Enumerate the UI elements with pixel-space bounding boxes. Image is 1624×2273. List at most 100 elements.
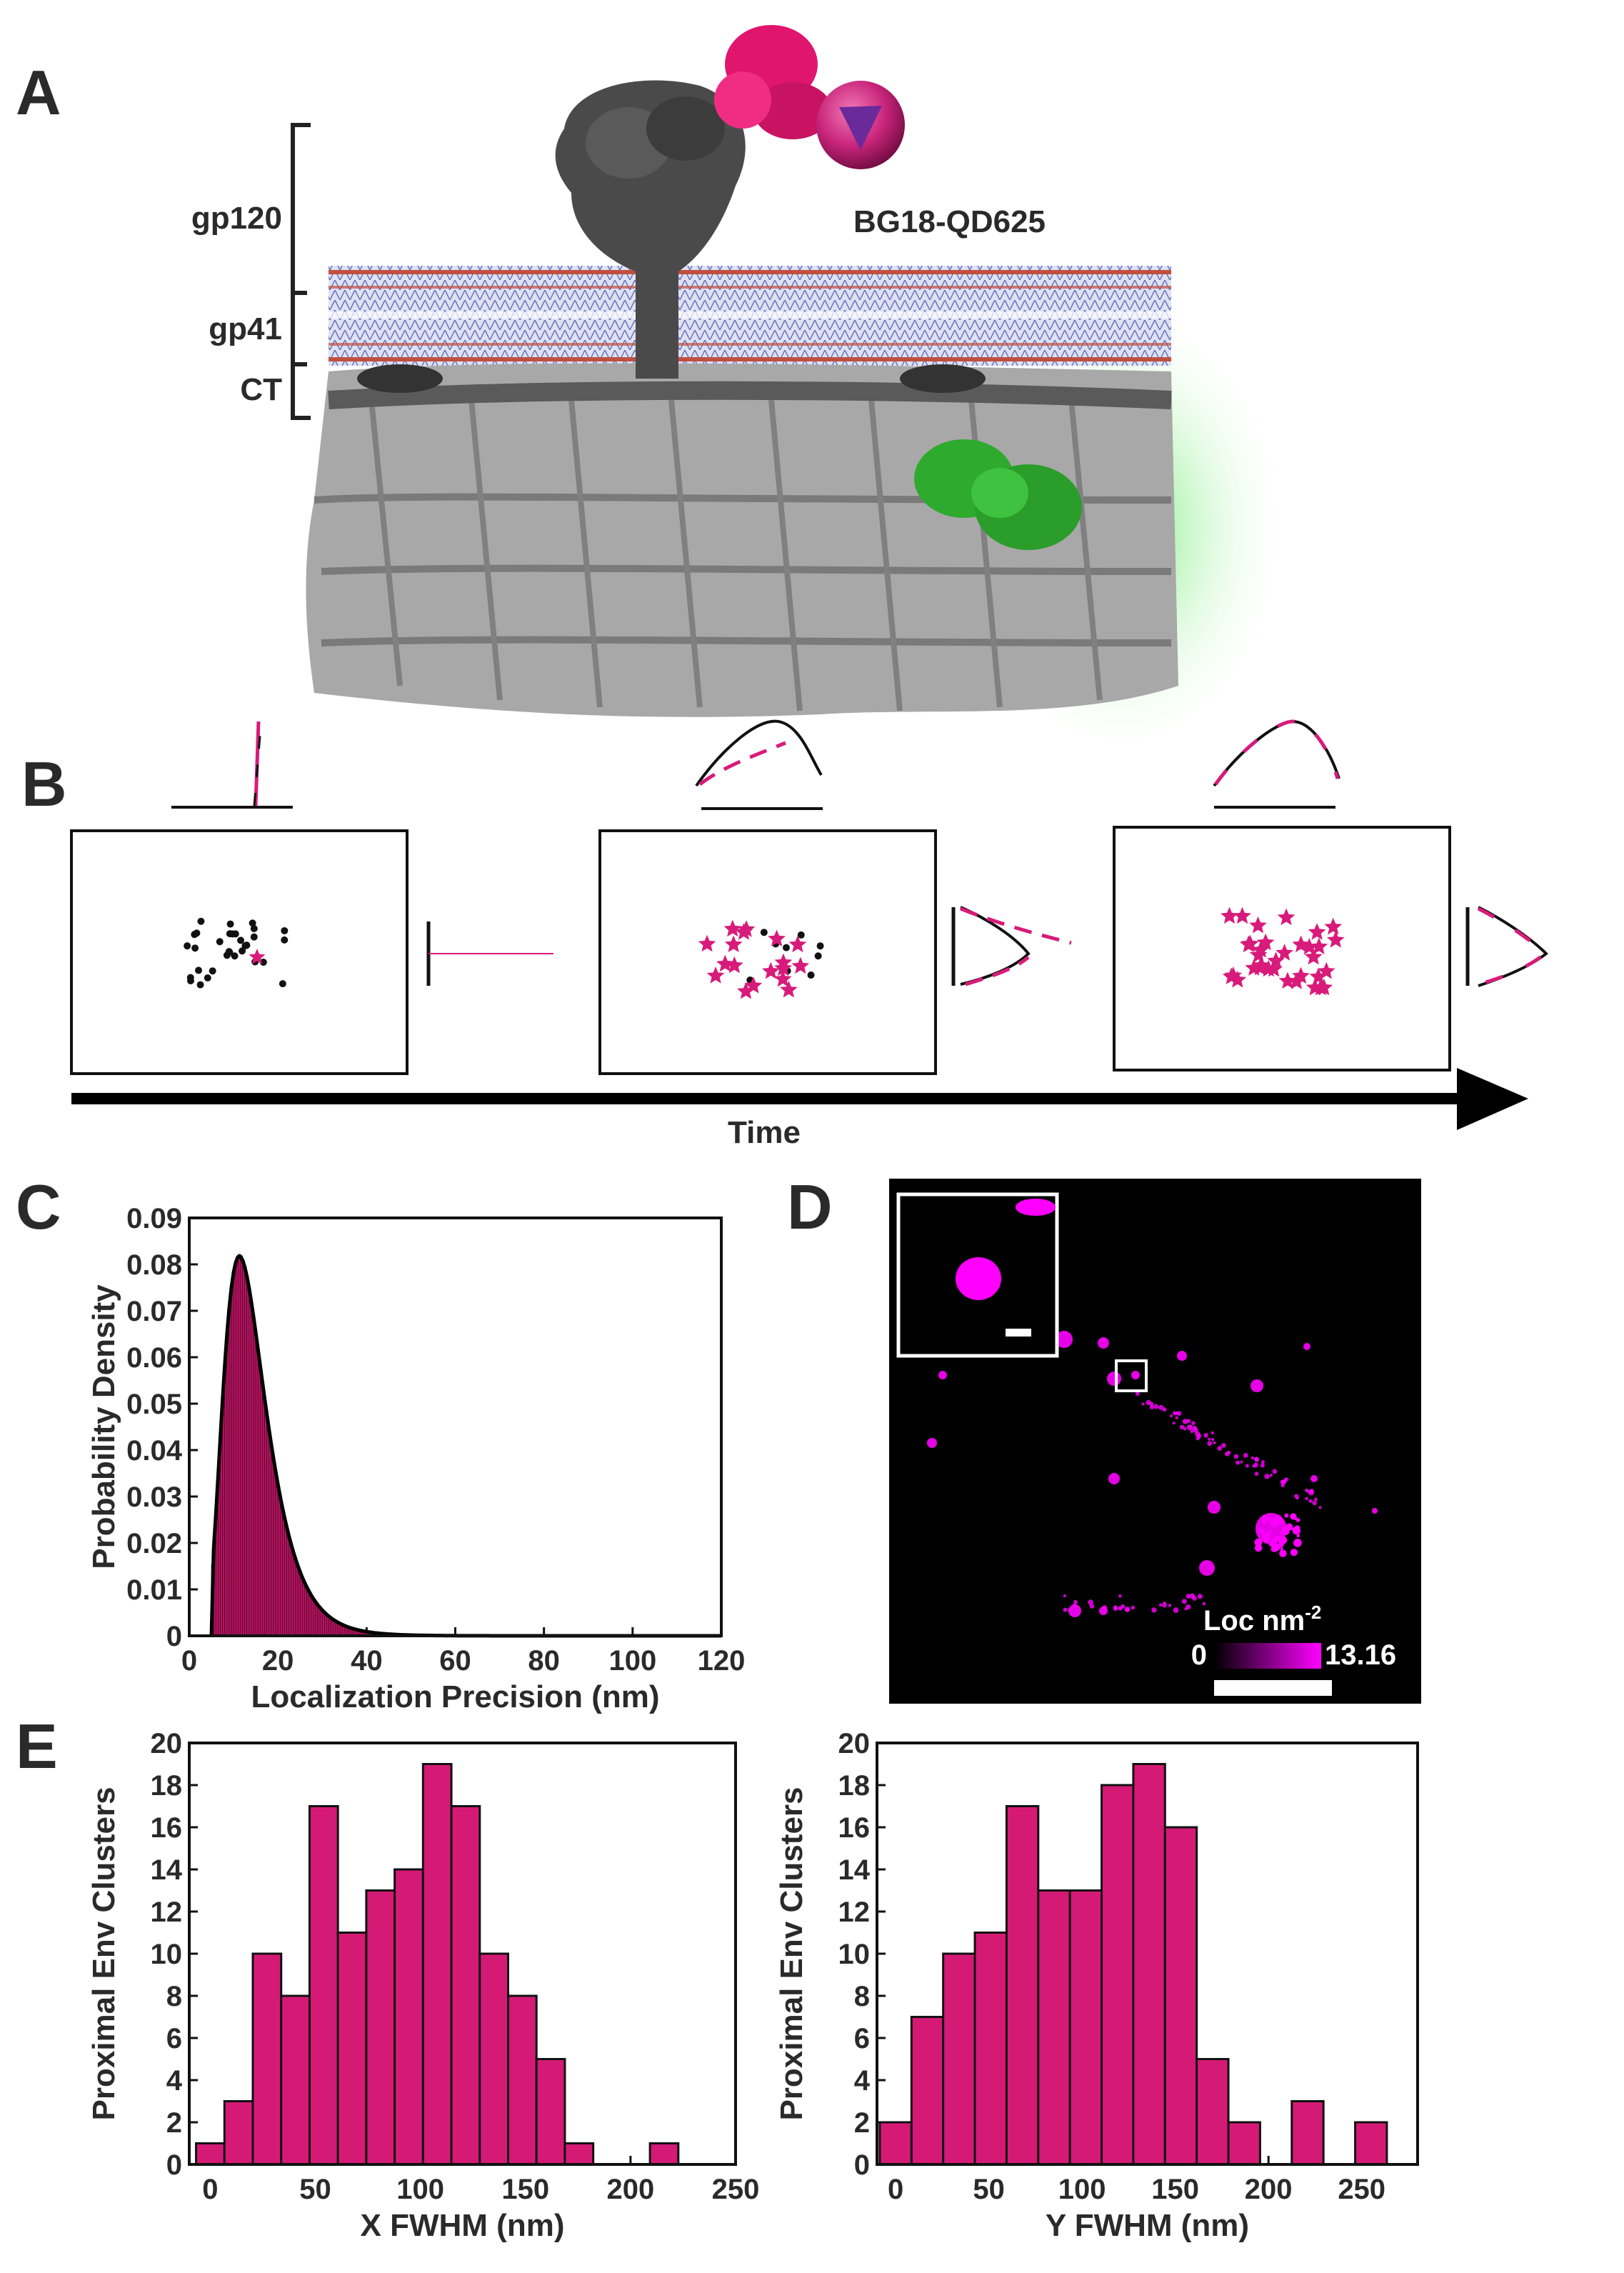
localization-star	[724, 935, 743, 952]
precision-frame	[188, 1217, 723, 1637]
cluster-spot	[1056, 1331, 1073, 1348]
cluster-spot	[1179, 1424, 1185, 1430]
precision-bar	[293, 1555, 296, 1637]
localization-frame-3	[1113, 719, 1548, 1071]
precision-histogram: 0 0.01 0.02 0.03 0.04 0.05 0.06 0.07 0.08 0.09 0 20…	[86, 1203, 745, 1714]
cluster-spot	[1177, 1351, 1187, 1361]
yfwhm-xtick-label: 50	[973, 2174, 1005, 2205]
cluster-spot	[1250, 1379, 1263, 1392]
cluster-spot	[1254, 1472, 1259, 1477]
localization-star	[1311, 978, 1330, 996]
cluster-spot	[1254, 1544, 1263, 1552]
precision-bar	[282, 1512, 285, 1637]
localization-star	[1324, 917, 1343, 935]
localization-frame-1	[70, 721, 553, 1075]
precision-ytick-label: 0.03	[126, 1482, 182, 1513]
localization-star	[698, 934, 716, 952]
cluster-spot	[1314, 1497, 1318, 1502]
localization-star	[1309, 967, 1328, 985]
panel-d: D Loc nm-2 0 13.16	[787, 1172, 1421, 1704]
yfwhm-ytick-label: 18	[838, 1770, 871, 1802]
cluster-spot	[1131, 1605, 1136, 1610]
cluster-spot	[1268, 1542, 1274, 1547]
cluster-spot	[1158, 1603, 1163, 1607]
inset-cluster	[956, 1257, 1001, 1300]
yfwhm-ytick-label: 6	[854, 2023, 870, 2054]
cluster-spot	[1184, 1607, 1188, 1611]
cluster-spot	[1169, 1414, 1173, 1418]
xfwhm-bar	[308, 1805, 339, 2166]
cluster-spot	[1318, 1506, 1322, 1509]
domain-brackets	[291, 123, 311, 420]
cluster-spot	[1190, 1429, 1194, 1434]
cluster-spot	[1153, 1404, 1159, 1409]
localization-star	[1267, 951, 1285, 969]
precision-xtick-label: 80	[528, 1645, 560, 1677]
point	[237, 936, 245, 944]
cluster-spot	[1272, 1469, 1278, 1474]
cluster-spot	[1188, 1424, 1193, 1428]
precision-bar	[264, 1404, 267, 1637]
localization-star	[1308, 923, 1326, 940]
cluster-spot	[1175, 1416, 1178, 1419]
yfwhm-bar	[910, 2016, 945, 2166]
precision-bar	[226, 1319, 230, 1637]
yfwhm-ylabel: Proximal Env Clusters	[774, 1787, 809, 2120]
xfwhm-ytick-label: 8	[166, 1981, 182, 2012]
cluster-spot	[1162, 1602, 1167, 1608]
localization-star	[791, 956, 810, 974]
cluster-spot	[1283, 1479, 1287, 1482]
xfwhm-xlabel: X FWHM (nm)	[361, 2208, 565, 2243]
precision-bar	[235, 1257, 239, 1637]
xfwhm-bar	[280, 1994, 311, 2166]
yfwhm-ytick-label: 8	[854, 1981, 870, 2012]
precision-xtick-label: 20	[262, 1645, 294, 1677]
yfwhm-frame	[876, 1742, 1419, 2166]
time-arrow	[71, 1068, 1528, 1130]
localization-star	[768, 929, 786, 946]
cluster-spot	[1267, 1530, 1271, 1534]
precision-xtick-label: 120	[698, 1645, 746, 1677]
panel-b-letter: B	[21, 749, 67, 819]
point	[814, 952, 822, 960]
xfwhm-xtick-label: 150	[501, 2174, 549, 2205]
cluster-spot	[1088, 1599, 1093, 1606]
cluster-spot	[1264, 1474, 1270, 1479]
point	[250, 925, 258, 933]
cluster-spot	[1308, 1499, 1313, 1503]
point	[279, 980, 286, 988]
yfwhm-bar	[942, 1952, 976, 2166]
time-label: Time	[728, 1115, 801, 1150]
env-cluster-spots	[927, 1331, 1378, 1617]
yfwhm-ytick-label: 14	[838, 1854, 871, 1886]
precision-xtick-label: 60	[439, 1645, 471, 1677]
cluster-spot	[1213, 1441, 1216, 1444]
cluster-spot	[1141, 1402, 1145, 1406]
precision-ytick-label: 0	[166, 1621, 182, 1652]
cluster-spot	[1221, 1443, 1226, 1448]
cluster-spot	[1260, 1460, 1265, 1464]
point	[243, 941, 251, 949]
precision-bar	[317, 1606, 321, 1637]
precision-bar	[246, 1279, 250, 1637]
yfwhm-bar	[1068, 1889, 1103, 2166]
cluster-spot	[1227, 1451, 1231, 1455]
xfwhm-xtick-label: 200	[607, 2174, 655, 2205]
cluster-spot	[1118, 1606, 1123, 1611]
cluster-spot	[1310, 1475, 1318, 1482]
cluster-spot	[1191, 1421, 1196, 1425]
point	[259, 959, 267, 966]
colorbar-min: 0	[1191, 1639, 1207, 1671]
precision-ylabel: Probability Density	[86, 1284, 121, 1569]
point	[816, 942, 824, 950]
cluster-spot	[1290, 1549, 1298, 1557]
yfwhm-ytick-label: 4	[854, 2065, 871, 2097]
precision-bar	[324, 1613, 327, 1637]
point	[216, 938, 224, 946]
point	[760, 929, 768, 936]
cluster-spot	[1285, 1523, 1293, 1531]
precision-bar	[262, 1389, 265, 1637]
point	[186, 976, 194, 984]
